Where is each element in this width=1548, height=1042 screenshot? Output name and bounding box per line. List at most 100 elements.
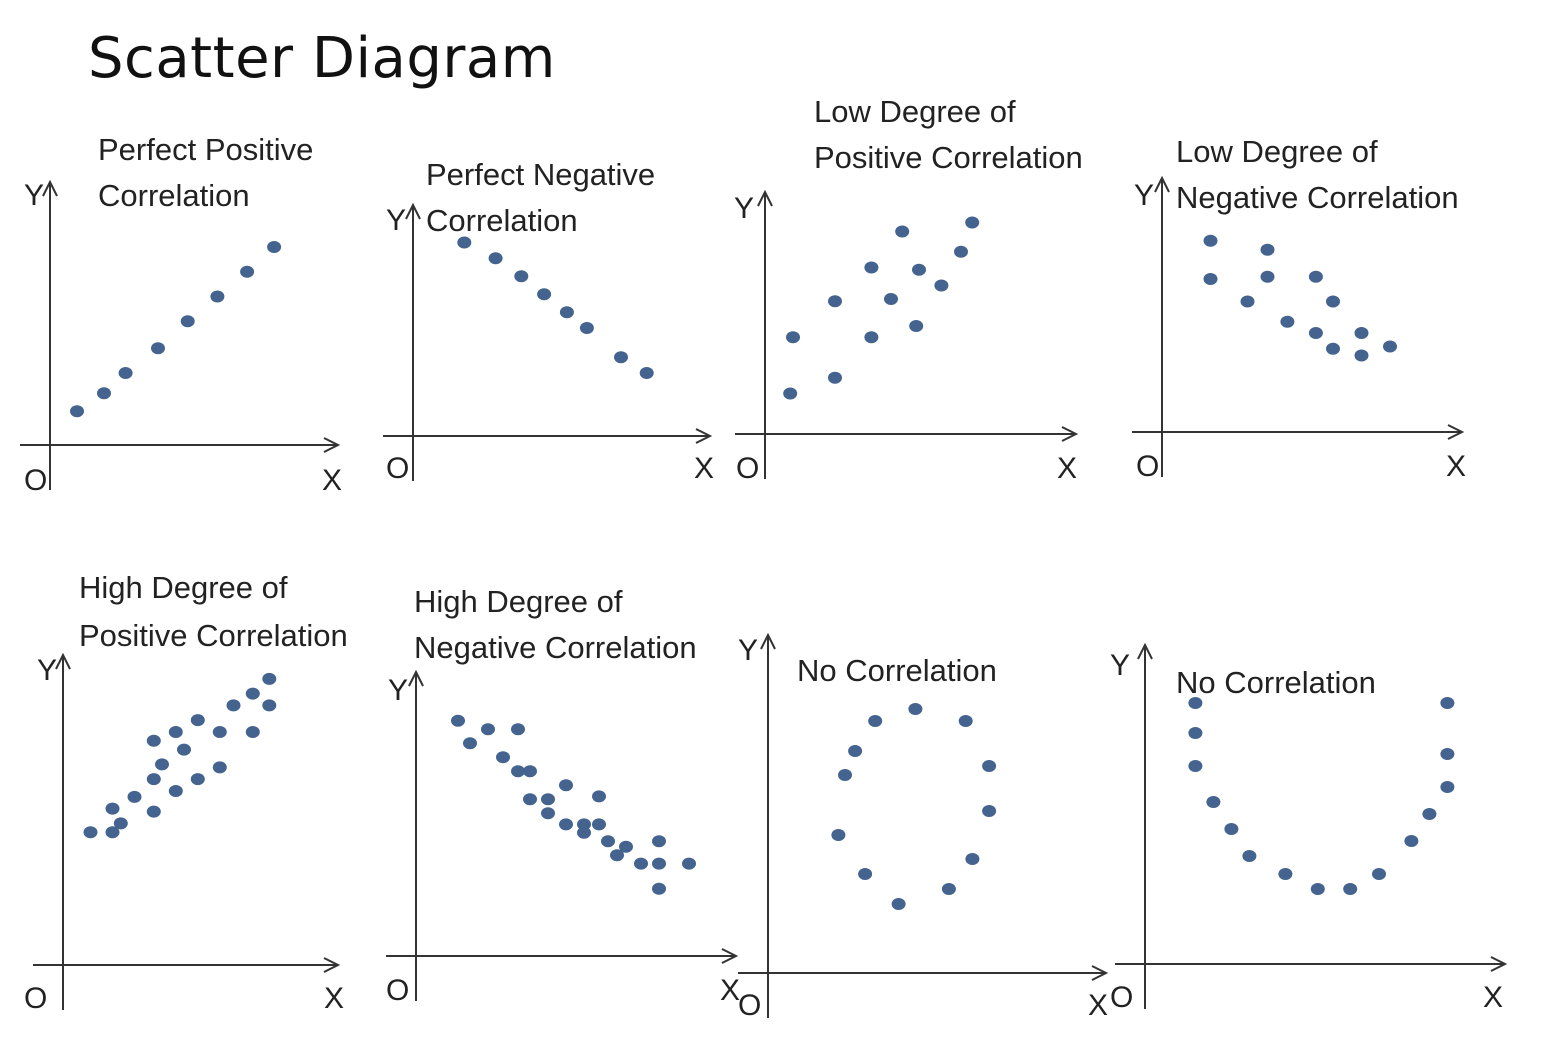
x-axis-arrow: [695, 428, 713, 444]
y-axis-arrow: [405, 202, 421, 220]
scatter-point: [577, 818, 591, 831]
panel-title-line: Negative Correlation: [414, 630, 697, 665]
scatter-point: [146, 734, 161, 747]
scatter-point: [682, 857, 696, 870]
origin-label: O: [386, 974, 409, 1007]
scatter-point: [151, 342, 165, 355]
y-axis-label: Y: [24, 179, 44, 212]
scatter-point: [70, 405, 84, 418]
scatter-point: [1308, 270, 1323, 283]
scatter-point: [577, 826, 591, 839]
y-axis-label: Y: [734, 192, 754, 225]
scatter-point: [451, 714, 465, 727]
scatter-point: [908, 703, 923, 715]
scatter-point: [190, 773, 205, 786]
scatter-panel-6: Y O X High Degree of Negative Correlation: [386, 584, 740, 1007]
scatter-point: [838, 769, 852, 781]
scatter-point: [884, 293, 898, 305]
scatter-point: [537, 288, 552, 301]
scatter-point: [212, 761, 227, 774]
y-axis-arrow: [760, 632, 776, 650]
panel-title-line: Low Degree of: [1176, 134, 1378, 169]
y-axis-arrow: [55, 652, 71, 670]
scatter-point: [941, 883, 956, 895]
y-axis-label: Y: [738, 634, 758, 667]
y-axis-arrow: [1137, 642, 1153, 660]
scatter-point: [1206, 796, 1221, 808]
x-axis-arrow: [1490, 956, 1508, 972]
y-axis-label: Y: [1110, 649, 1130, 682]
y-axis-arrow: [757, 189, 773, 207]
scatter-point: [1260, 243, 1275, 256]
scatter-point: [541, 793, 555, 806]
scatter-point: [783, 387, 798, 400]
scatter-point: [1224, 823, 1239, 835]
x-axis-label: X: [322, 464, 342, 497]
scatter-point: [579, 322, 594, 334]
x-axis-arrow: [323, 957, 341, 973]
scatter-panel-2: Y O X Perfect Negative Correlation: [383, 157, 714, 485]
scatter-point: [1188, 697, 1203, 709]
scatter-point: [614, 351, 628, 364]
scatter-point: [909, 320, 924, 332]
scatter-point: [1188, 727, 1203, 739]
origin-label: O: [24, 464, 47, 497]
scatter-point: [1383, 340, 1397, 353]
origin-label: O: [1110, 981, 1133, 1014]
origin-label: O: [386, 452, 409, 485]
scatter-point: [1280, 315, 1295, 328]
scatter-point: [858, 868, 873, 880]
scatter-point: [226, 699, 241, 712]
x-axis-label: X: [1446, 450, 1466, 483]
scatter-point: [113, 817, 128, 830]
scatter-point: [262, 672, 277, 685]
scatter-point: [210, 290, 225, 303]
scatter-point: [523, 765, 537, 778]
origin-label: O: [738, 989, 761, 1022]
scatter-point: [105, 802, 120, 815]
x-axis-arrow: [323, 437, 341, 453]
panel-title-line: No Correlation: [1176, 665, 1376, 700]
scatter-panel-8: Y O X No Correlation: [1110, 642, 1508, 1014]
scatter-point: [168, 785, 183, 797]
scatter-point: [496, 751, 510, 764]
scatter-point: [868, 715, 883, 727]
scatter-panel-3: Y O X Low Degree of Positive Correlation: [734, 94, 1083, 485]
scatter-point: [97, 387, 111, 400]
scatter-point: [1278, 868, 1293, 880]
x-axis-arrow: [1061, 426, 1079, 442]
panel-title-line: Low Degree of: [814, 94, 1016, 129]
origin-label: O: [1136, 450, 1159, 483]
scatter-point: [1308, 327, 1323, 339]
scatter-point: [559, 779, 573, 792]
scatter-point: [982, 760, 997, 772]
scatter-point: [652, 835, 666, 848]
x-axis-label: X: [324, 982, 344, 1015]
panel-title-line: No Correlation: [797, 653, 997, 688]
origin-label: O: [736, 452, 759, 485]
scatter-point: [267, 241, 282, 253]
y-axis-arrow: [408, 669, 424, 687]
x-axis-arrow: [721, 948, 739, 964]
scatter-point: [958, 715, 973, 727]
x-axis-arrow: [1091, 965, 1109, 981]
scatter-point: [965, 853, 980, 865]
scatter-point: [954, 245, 968, 258]
scatter-point: [559, 306, 574, 319]
panel-title-line: Negative Correlation: [1176, 180, 1459, 215]
scatter-point: [982, 805, 997, 817]
scatter-point: [1422, 808, 1437, 820]
scatter-point: [619, 840, 633, 853]
scatter-point: [965, 216, 980, 229]
x-axis-label: X: [1088, 989, 1108, 1022]
scatter-point: [1440, 748, 1455, 760]
scatter-point: [592, 790, 606, 803]
panel-title-line: Positive Correlation: [814, 140, 1083, 175]
scatter-point: [523, 793, 537, 806]
scatter-point: [1203, 234, 1218, 247]
scatter-point: [1310, 883, 1325, 895]
scatter-point: [240, 265, 255, 278]
scatter-point: [652, 857, 666, 870]
scatter-point: [488, 252, 503, 265]
scatter-point: [864, 331, 879, 344]
